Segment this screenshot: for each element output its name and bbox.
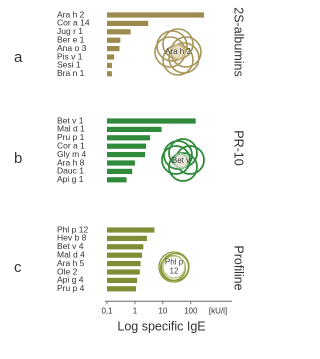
icon-rings (158, 251, 190, 283)
group-label: 2S-albumins (232, 7, 246, 76)
category-label: Api g 4 (57, 275, 84, 285)
bar (107, 244, 144, 250)
bar (107, 277, 138, 283)
category-label: Hev b 8 (57, 233, 87, 243)
category-label: Bra n 1 (57, 68, 85, 78)
bar (107, 152, 146, 158)
bar (107, 37, 121, 43)
panel-letter: b (14, 150, 22, 167)
x-tick-label: 10 (158, 306, 167, 315)
bar (107, 168, 133, 174)
bar (107, 12, 205, 18)
category-label: Ara h 8 (57, 157, 85, 167)
icon-rings (154, 28, 202, 76)
category-label: Cor a 1 (57, 140, 85, 150)
category-label: Phl p 12 (57, 224, 88, 234)
category-label: Api g 1 (57, 174, 84, 184)
bar (107, 46, 120, 52)
bar (107, 143, 147, 149)
bar (107, 20, 149, 26)
bar (107, 160, 135, 166)
bar (107, 118, 196, 124)
category-label: Jug r 1 (57, 26, 83, 36)
category-label: Dauc 1 (57, 166, 84, 176)
bar (107, 135, 151, 141)
x-unit: [kU/l] (209, 306, 227, 315)
bar (107, 286, 137, 292)
category-label: Pis v 1 (57, 51, 83, 61)
category-label: Ara h 5 (57, 258, 85, 268)
bar (107, 54, 115, 60)
icon-label: 12 (170, 267, 179, 276)
category-label: Gly m 4 (57, 149, 87, 159)
icon-label: Phl p (165, 258, 184, 267)
category-label: Bet v 1 (57, 115, 84, 125)
bar (107, 29, 131, 35)
bar (107, 71, 112, 77)
category-label: Bet v 4 (57, 241, 84, 251)
icon-label: Bet v (172, 156, 190, 165)
icon-label: Ara h 2 (165, 47, 191, 56)
x-tick-label: 100 (184, 306, 198, 315)
group-label: PR-10 (232, 130, 246, 165)
bar (107, 252, 143, 258)
category-label: Sesi 1 (57, 60, 81, 70)
group-label: Profiline (232, 245, 246, 290)
category-label: Pru p 4 (57, 283, 85, 293)
panel-letter: a (14, 49, 23, 66)
category-label: Ber e 1 (57, 34, 85, 44)
x-tick-label: 0,1 (101, 306, 113, 315)
category-label: Ana o 3 (57, 43, 87, 53)
bar (107, 126, 162, 132)
category-label: Ole 2 (57, 266, 78, 276)
bar (107, 261, 141, 267)
category-label: Mal d 1 (57, 124, 85, 134)
bar (107, 235, 147, 241)
category-label: Cor a 14 (57, 18, 90, 28)
category-label: Mal d 4 (57, 249, 85, 259)
bar (107, 62, 112, 68)
bar (107, 269, 140, 275)
category-label: Ara h 2 (57, 9, 85, 19)
icon-rings (161, 138, 205, 182)
x-tick-label: 1 (133, 306, 138, 315)
x-axis-title: Log specific IgE (117, 319, 205, 333)
category-label: Pru p 1 (57, 132, 85, 142)
bar (107, 227, 155, 233)
bar (107, 177, 127, 183)
panel-letter: c (14, 259, 22, 276)
